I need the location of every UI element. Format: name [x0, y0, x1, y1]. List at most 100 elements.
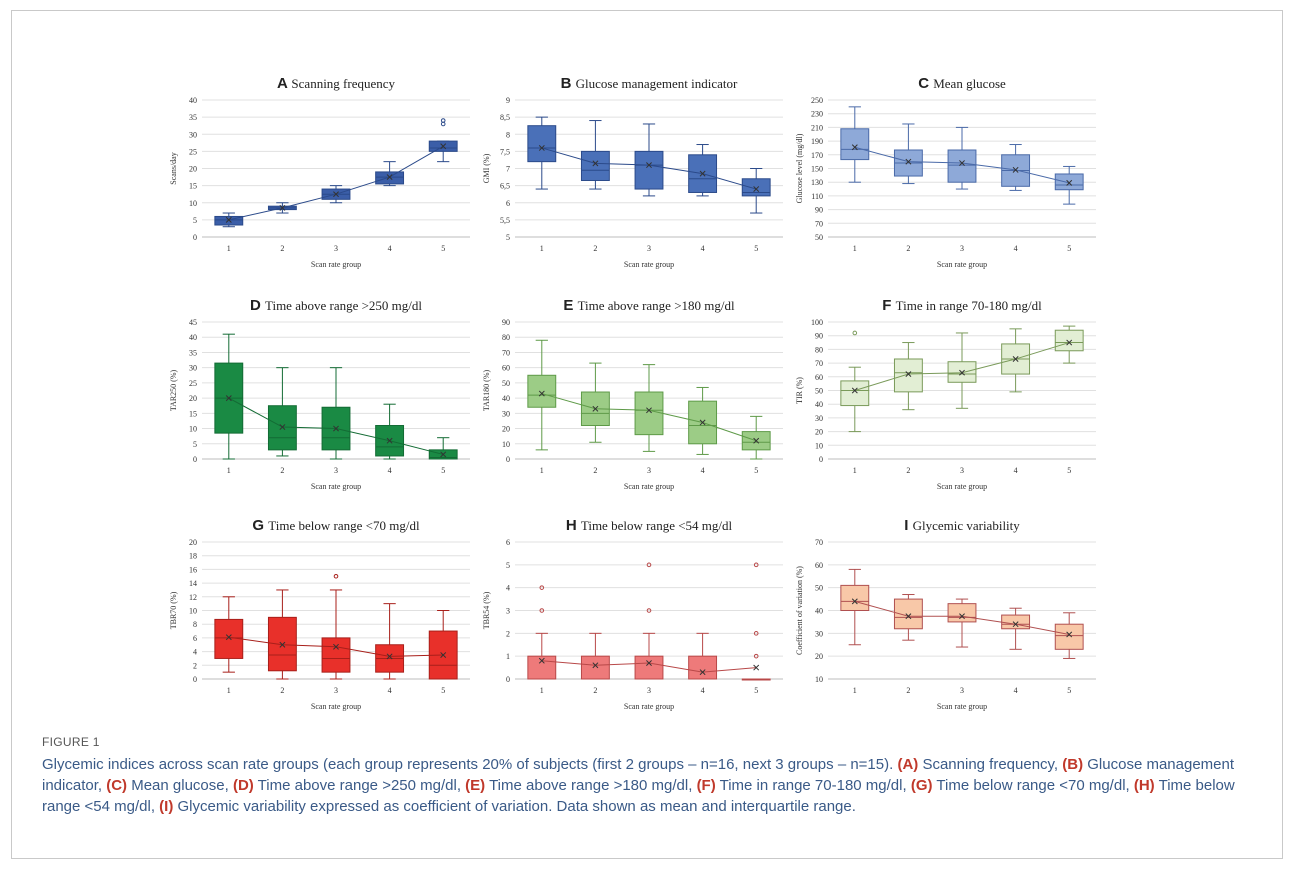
- mean-marker: [333, 191, 339, 198]
- box-group-5: [1054, 612, 1084, 659]
- y-axis-label: TAR180 (%): [482, 369, 491, 411]
- box-group-3: [634, 364, 664, 452]
- iqr-box: [840, 380, 870, 407]
- mean-marker: [753, 664, 760, 671]
- y-tick-label: 10: [189, 607, 197, 616]
- iqr-box: [741, 178, 771, 197]
- mean-marker: [646, 407, 652, 414]
- y-tick-label: 20: [502, 425, 510, 434]
- y-tick-label: 150: [811, 165, 823, 174]
- y-tick-label: 18: [189, 552, 197, 561]
- mean-marker: [753, 186, 760, 193]
- y-tick-label: 25: [189, 147, 197, 156]
- y-tick-label: 230: [811, 110, 823, 119]
- outlier-point: [646, 562, 652, 568]
- y-tick-label: 20: [189, 165, 197, 174]
- x-axis-label: Scan rate group: [624, 482, 674, 491]
- iqr-box: [527, 125, 557, 163]
- chart-panel-e: E Time above range >180 mg/dl 0 10 20 30 40 50…: [482, 297, 783, 491]
- box-group-4: [375, 403, 405, 460]
- x-tick-label: 3: [960, 466, 964, 475]
- box-group-2: [267, 589, 297, 680]
- chart-title: D Time above range >250 mg/dl: [250, 297, 422, 314]
- caption-panel-ref: (F): [696, 777, 716, 794]
- mean-marker: [753, 437, 760, 444]
- mean-marker: [279, 641, 286, 648]
- mean-marker: [959, 613, 965, 620]
- y-tick-label: 4: [506, 584, 510, 593]
- outlier-point: [753, 631, 759, 636]
- caption-panel-ref: (E): [465, 777, 486, 794]
- x-axis-label: Scan rate group: [311, 260, 361, 269]
- y-tick-label: 0: [506, 455, 510, 464]
- mean-marker: [386, 437, 393, 444]
- outlier-point: [753, 653, 759, 659]
- x-tick-label: 2: [280, 686, 284, 695]
- outlier-point: [852, 330, 858, 336]
- outlier-point: [539, 585, 545, 590]
- y-tick-label: 190: [811, 137, 823, 146]
- x-tick-label: 4: [701, 686, 705, 695]
- box-group-3: [634, 562, 664, 680]
- box-group-2: [580, 362, 610, 443]
- x-tick-label: 3: [334, 466, 338, 475]
- y-tick-label: 25: [189, 379, 197, 388]
- y-tick-label: 3: [506, 607, 510, 616]
- x-tick-label: 4: [388, 686, 392, 695]
- y-tick-label: 60: [502, 364, 510, 373]
- mean-marker: [440, 143, 447, 150]
- y-tick-label: 40: [189, 333, 197, 342]
- y-tick-label: 0: [193, 675, 197, 684]
- iqr-box: [527, 374, 557, 408]
- box-group-2: [267, 367, 297, 457]
- y-tick-label: 5,5: [500, 216, 510, 225]
- outlier-point: [753, 562, 759, 568]
- y-tick-label: 60: [815, 561, 823, 570]
- y-tick-label: 50: [815, 387, 823, 396]
- chart-panel-d: D Time above range >250 mg/dl05101520253…: [169, 297, 470, 491]
- mean-line: [228, 145, 444, 221]
- mean-marker: [646, 162, 652, 169]
- box-group-2: [580, 120, 610, 190]
- box-group-4: [1001, 144, 1031, 191]
- chart-title: I Glycemic variability: [904, 517, 1020, 534]
- box-group-1: [527, 339, 557, 451]
- box-group-4: [688, 632, 718, 680]
- x-tick-label: 4: [701, 466, 705, 475]
- box-group-4: [688, 144, 718, 197]
- mean-marker: [279, 204, 286, 211]
- box-group-5: [428, 437, 458, 460]
- x-tick-label: 2: [593, 686, 597, 695]
- outlier-point: [646, 608, 652, 613]
- y-tick-label: 7,5: [500, 147, 510, 156]
- mean-marker: [959, 160, 965, 166]
- y-tick-label: 16: [189, 565, 197, 574]
- x-tick-label: 5: [754, 686, 758, 695]
- iqr-box: [1001, 614, 1031, 630]
- y-axis-label: TBR70 (%): [169, 591, 178, 629]
- chart-title: C Mean glucose: [918, 75, 1006, 92]
- chart-panel-f: F Time in range 70-180 mg/dl 0 10 20 30 40 50 6…: [795, 297, 1096, 491]
- iqr-box: [634, 655, 664, 680]
- y-axis-label: GMI (%): [482, 153, 491, 183]
- y-tick-label: 10: [815, 441, 823, 450]
- mean-marker: [386, 653, 393, 660]
- x-tick-label: 1: [227, 686, 231, 695]
- y-tick-label: 5: [506, 233, 510, 242]
- box-group-4: [1001, 328, 1031, 393]
- box-group-3: [947, 332, 977, 409]
- x-tick-label: 5: [754, 244, 758, 253]
- box-group-3: [947, 126, 977, 190]
- caption-panel-ref: (H): [1133, 777, 1155, 794]
- y-tick-label: 8: [193, 620, 197, 629]
- x-tick-label: 1: [540, 686, 544, 695]
- y-tick-label: 0: [819, 455, 823, 464]
- box-group-3: [947, 598, 977, 648]
- y-tick-label: 15: [189, 409, 197, 418]
- figure-panels: A Scanning frequency0510152025303540Scan…: [169, 75, 1096, 711]
- y-tick-label: 6: [193, 634, 197, 643]
- mean-marker: [279, 424, 286, 430]
- x-axis-label: Scan rate group: [311, 482, 361, 491]
- mean-marker: [1066, 179, 1073, 186]
- y-axis-label: Glucose level (mg/dl): [795, 133, 804, 203]
